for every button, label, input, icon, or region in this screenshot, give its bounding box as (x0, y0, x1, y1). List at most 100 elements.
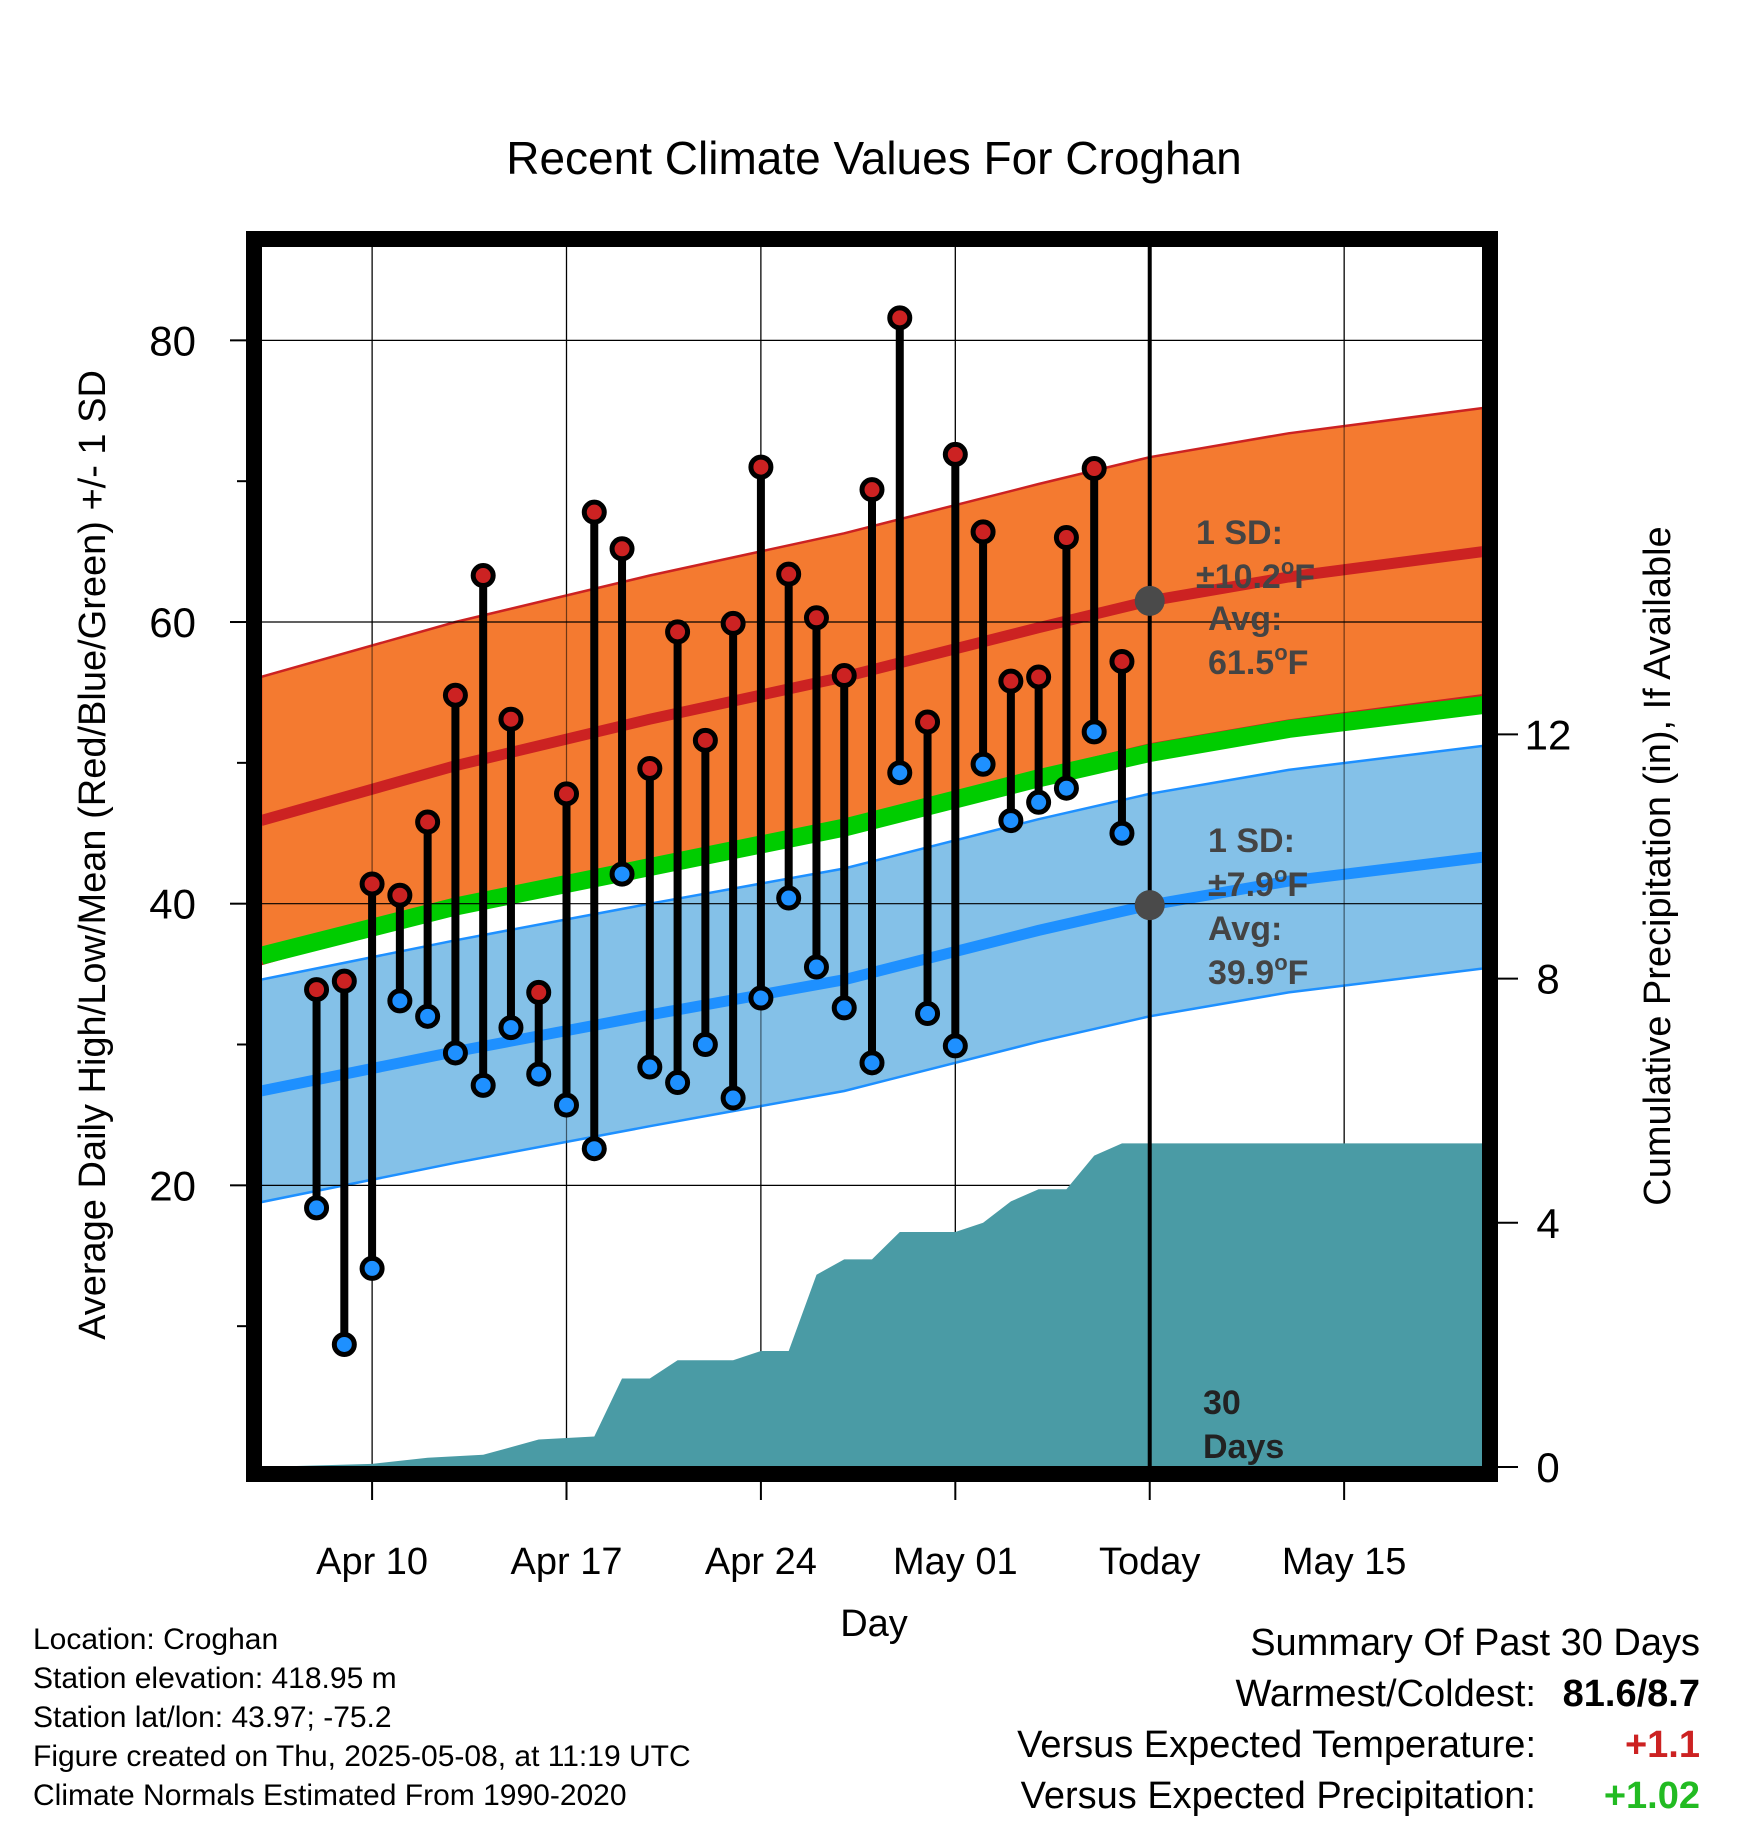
daily-low-point (526, 1061, 552, 1087)
daily-high-point (915, 709, 941, 735)
low-sd-value: ±7.9oF (1208, 862, 1308, 904)
daily-high-point (387, 882, 413, 908)
high-sd-value: ±10.2oF (1196, 554, 1315, 596)
x-axis-label: Day (840, 1603, 908, 1645)
daily-low-point (748, 985, 774, 1011)
daily-high-point (720, 610, 746, 636)
daily-low-point (359, 1255, 385, 1281)
low-sd-value-number: ±7.9 (1208, 866, 1274, 904)
y2-tick-label: 4 (1536, 1200, 1559, 1247)
daily-high-point (442, 682, 468, 708)
today-high-avg-marker (1134, 585, 1165, 616)
daily-high-point (776, 561, 802, 587)
temperature-anomaly-row: Versus Expected Temperature: +1.1 (1017, 1720, 1700, 1771)
daily-low-point (331, 1331, 357, 1357)
warmest-coldest-value: 81.6/8.7 (1562, 1673, 1700, 1715)
high-avg-value-number: 61.5 (1208, 644, 1274, 682)
degree-symbol: o (1274, 862, 1287, 887)
plot-frame (246, 231, 1498, 1482)
daily-high-point (609, 536, 635, 562)
created-text: Figure created on Thu, 2025-05-08, at 11… (33, 1740, 691, 1773)
daily-high-point (859, 477, 885, 503)
daily-low-point (665, 1070, 691, 1096)
daily-high-point (526, 979, 552, 1005)
precipitation-area (261, 1143, 1483, 1467)
daily-low-point (831, 995, 857, 1021)
station-info: Location: Croghan Station elevation: 418… (33, 1620, 691, 1815)
daily-low-point (970, 751, 996, 777)
daily-high-point (331, 968, 357, 994)
high-sd-value-number: ±10.2 (1196, 558, 1281, 596)
daily-low-point (776, 885, 802, 911)
days-word: Days (1203, 1428, 1284, 1466)
chart-title: Recent Climate Values For Croghan (506, 132, 1241, 184)
daily-low-point (637, 1054, 663, 1080)
daily-low-point (1026, 789, 1052, 815)
y2-tick-label: 12 (1525, 711, 1572, 758)
x-tick-label: May 15 (1282, 1541, 1407, 1583)
x-tick-label: May 01 (893, 1541, 1018, 1583)
daily-low-point (1053, 775, 1079, 801)
x-tick-label: Apr 24 (705, 1541, 817, 1583)
daily-high-point (692, 727, 718, 753)
daily-low-point (470, 1072, 496, 1098)
daily-high-point (1081, 456, 1107, 482)
daily-low-point (998, 808, 1024, 834)
degree-symbol: o (1274, 950, 1287, 975)
y-tick-label: 80 (149, 317, 196, 364)
daily-low-point (803, 954, 829, 980)
daily-high-point (581, 499, 607, 525)
high-avg-label: Avg: (1208, 600, 1282, 638)
normals-text: Climate Normals Estimated From 1990-2020 (33, 1779, 627, 1812)
daily-high-point (970, 519, 996, 545)
daily-high-point (304, 977, 330, 1003)
low-avg-label: Avg: (1208, 910, 1282, 948)
degree-symbol: o (1281, 554, 1294, 579)
y-axis-label: Average Daily High/Low/Mean (Red/Blue/Gr… (72, 370, 114, 1340)
daily-high-point (470, 563, 496, 589)
daily-high-point (554, 781, 579, 807)
precipitation-anomaly-label: Versus Expected Precipitation: (1020, 1775, 1536, 1817)
y-tick-label: 20 (149, 1162, 196, 1209)
daily-low-point (498, 1015, 524, 1041)
daily-high-point (415, 809, 441, 835)
daily-low-point (1109, 820, 1135, 846)
summary-title: Summary Of Past 30 Days (1250, 1622, 1700, 1664)
y-tick-label: 40 (149, 881, 196, 928)
daily-high-point (498, 706, 524, 732)
normal-high-line (261, 546, 1483, 826)
normal-mean-line (261, 696, 1483, 965)
x-tick-label: Apr 17 (511, 1541, 623, 1583)
daily-low-point (442, 1040, 468, 1066)
daily-high-point (1053, 525, 1079, 551)
low-avg-value-number: 39.9 (1208, 954, 1274, 992)
daily-high-point (887, 305, 913, 331)
daily-low-point (942, 1033, 968, 1059)
daily-high-point (831, 663, 857, 689)
daily-high-point (665, 619, 691, 645)
daily-low-point (720, 1085, 746, 1111)
daily-high-point (1026, 664, 1052, 690)
unit-symbol: F (1288, 954, 1309, 992)
low-avg-value: 39.9oF (1208, 950, 1308, 992)
warmest-coldest-label: Warmest/Coldest: (1235, 1673, 1536, 1715)
latlon-text: Station lat/lon: 43.97; -75.2 (33, 1701, 392, 1734)
temperature-anomaly-label: Versus Expected Temperature: (1017, 1724, 1536, 1766)
elevation-text: Station elevation: 418.95 m (33, 1662, 397, 1695)
temperature-anomaly-value: +1.1 (1624, 1724, 1700, 1766)
low-sd-label: 1 SD: (1208, 822, 1295, 860)
daily-low-point (692, 1032, 718, 1058)
daily-high-point (359, 871, 385, 897)
x-tick-label: Apr 10 (316, 1541, 428, 1583)
daily-low-point (887, 760, 913, 786)
daily-low-point (581, 1136, 607, 1162)
unit-symbol: F (1287, 866, 1308, 904)
daily-high-point (942, 441, 968, 467)
high-sd-label: 1 SD: (1196, 514, 1283, 552)
degree-symbol: o (1274, 640, 1287, 665)
daily-low-point (859, 1050, 885, 1076)
daily-low-point (915, 1001, 941, 1027)
normal-low-line (261, 851, 1483, 1097)
today-low-avg-marker (1134, 890, 1165, 921)
